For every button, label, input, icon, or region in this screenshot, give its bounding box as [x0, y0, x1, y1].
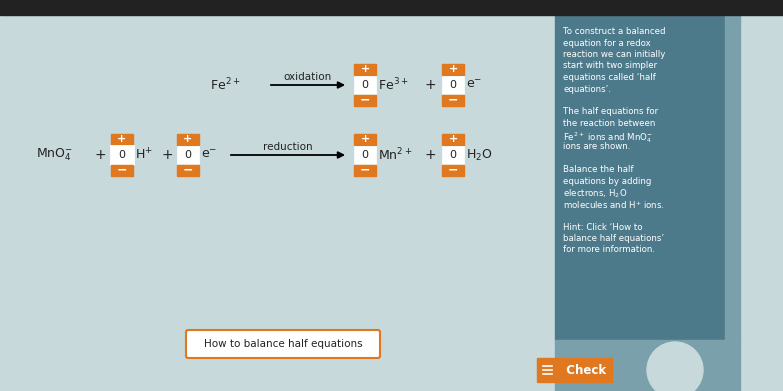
Text: +: +	[449, 135, 457, 145]
Text: Balance the half: Balance the half	[563, 165, 633, 174]
Bar	[111, 165, 133, 176]
Text: molecules and H$^{+}$ ions.: molecules and H$^{+}$ ions.	[563, 199, 665, 211]
Text: +: +	[360, 65, 370, 75]
Text: −: −	[448, 94, 458, 107]
Text: Fe$^{3+}$: Fe$^{3+}$	[378, 77, 409, 93]
Text: balance half equations’: balance half equations’	[563, 234, 664, 243]
Text: 0: 0	[362, 80, 369, 90]
Text: +: +	[424, 148, 436, 162]
Text: +: +	[117, 135, 127, 145]
Bar	[725, 15, 740, 340]
Text: e$^{-}$: e$^{-}$	[466, 79, 482, 91]
Bar	[354, 146, 376, 164]
Bar	[354, 95, 376, 106]
Circle shape	[647, 342, 703, 391]
Text: +: +	[424, 78, 436, 92]
Text: Fe$^{2+}$: Fe$^{2+}$	[210, 77, 240, 93]
Text: electrons, H$_2$O: electrons, H$_2$O	[563, 188, 627, 201]
Bar	[442, 165, 464, 176]
Text: equations’.: equations’.	[563, 84, 611, 93]
Bar	[442, 146, 464, 164]
Bar	[354, 76, 376, 94]
Bar	[111, 134, 133, 145]
Text: 0: 0	[185, 150, 192, 160]
Text: 0: 0	[449, 80, 456, 90]
Bar	[442, 134, 464, 145]
Text: To construct a balanced: To construct a balanced	[563, 27, 666, 36]
Bar	[177, 146, 199, 164]
Bar	[354, 165, 376, 176]
Bar	[111, 146, 133, 164]
Text: −: −	[448, 164, 458, 177]
Text: −: −	[359, 164, 370, 177]
Bar	[177, 165, 199, 176]
Text: reaction we can initially: reaction we can initially	[563, 50, 666, 59]
Text: −: −	[117, 164, 128, 177]
Bar	[442, 64, 464, 75]
Bar	[555, 15, 725, 340]
Bar	[354, 64, 376, 75]
Text: ions are shown.: ions are shown.	[563, 142, 630, 151]
Text: +: +	[94, 148, 106, 162]
Text: Fe$^{2+}$ ions and MnO$_4^{-}$: Fe$^{2+}$ ions and MnO$_4^{-}$	[563, 131, 653, 145]
Text: reduction: reduction	[263, 142, 313, 152]
Text: +: +	[360, 135, 370, 145]
Text: Hint: Click ‘How to: Hint: Click ‘How to	[563, 222, 643, 231]
Text: e$^{-}$: e$^{-}$	[201, 149, 217, 161]
Bar	[442, 95, 464, 106]
Text: equations by adding: equations by adding	[563, 176, 651, 185]
Text: The half equations for: The half equations for	[563, 108, 659, 117]
Bar	[177, 134, 199, 145]
Text: for more information.: for more information.	[563, 246, 655, 255]
Text: 0: 0	[118, 150, 125, 160]
Text: +: +	[183, 135, 193, 145]
Text: +: +	[449, 65, 457, 75]
Bar	[537, 358, 612, 382]
Text: MnO$_4^{-}$: MnO$_4^{-}$	[37, 147, 74, 163]
Bar	[354, 134, 376, 145]
Text: −: −	[359, 94, 370, 107]
Text: −: −	[182, 164, 193, 177]
Text: H$_2$O: H$_2$O	[466, 147, 493, 163]
Text: start with two simpler: start with two simpler	[563, 61, 657, 70]
Text: the reaction between: the reaction between	[563, 119, 655, 128]
Text: 0: 0	[362, 150, 369, 160]
Text: How to balance half equations: How to balance half equations	[204, 339, 363, 349]
Text: H$^{+}$: H$^{+}$	[135, 147, 153, 163]
Text: 0: 0	[449, 150, 456, 160]
Bar	[555, 340, 740, 391]
Text: +: +	[161, 148, 173, 162]
Bar	[442, 76, 464, 94]
FancyBboxPatch shape	[186, 330, 380, 358]
Text: Mn$^{2+}$: Mn$^{2+}$	[378, 147, 413, 163]
Text: equations called ‘half: equations called ‘half	[563, 73, 655, 82]
Text: equation for a redox: equation for a redox	[563, 38, 651, 47]
Text: oxidation: oxidation	[284, 72, 332, 82]
Bar	[0, 0, 783, 15]
Text: Check: Check	[558, 364, 607, 377]
